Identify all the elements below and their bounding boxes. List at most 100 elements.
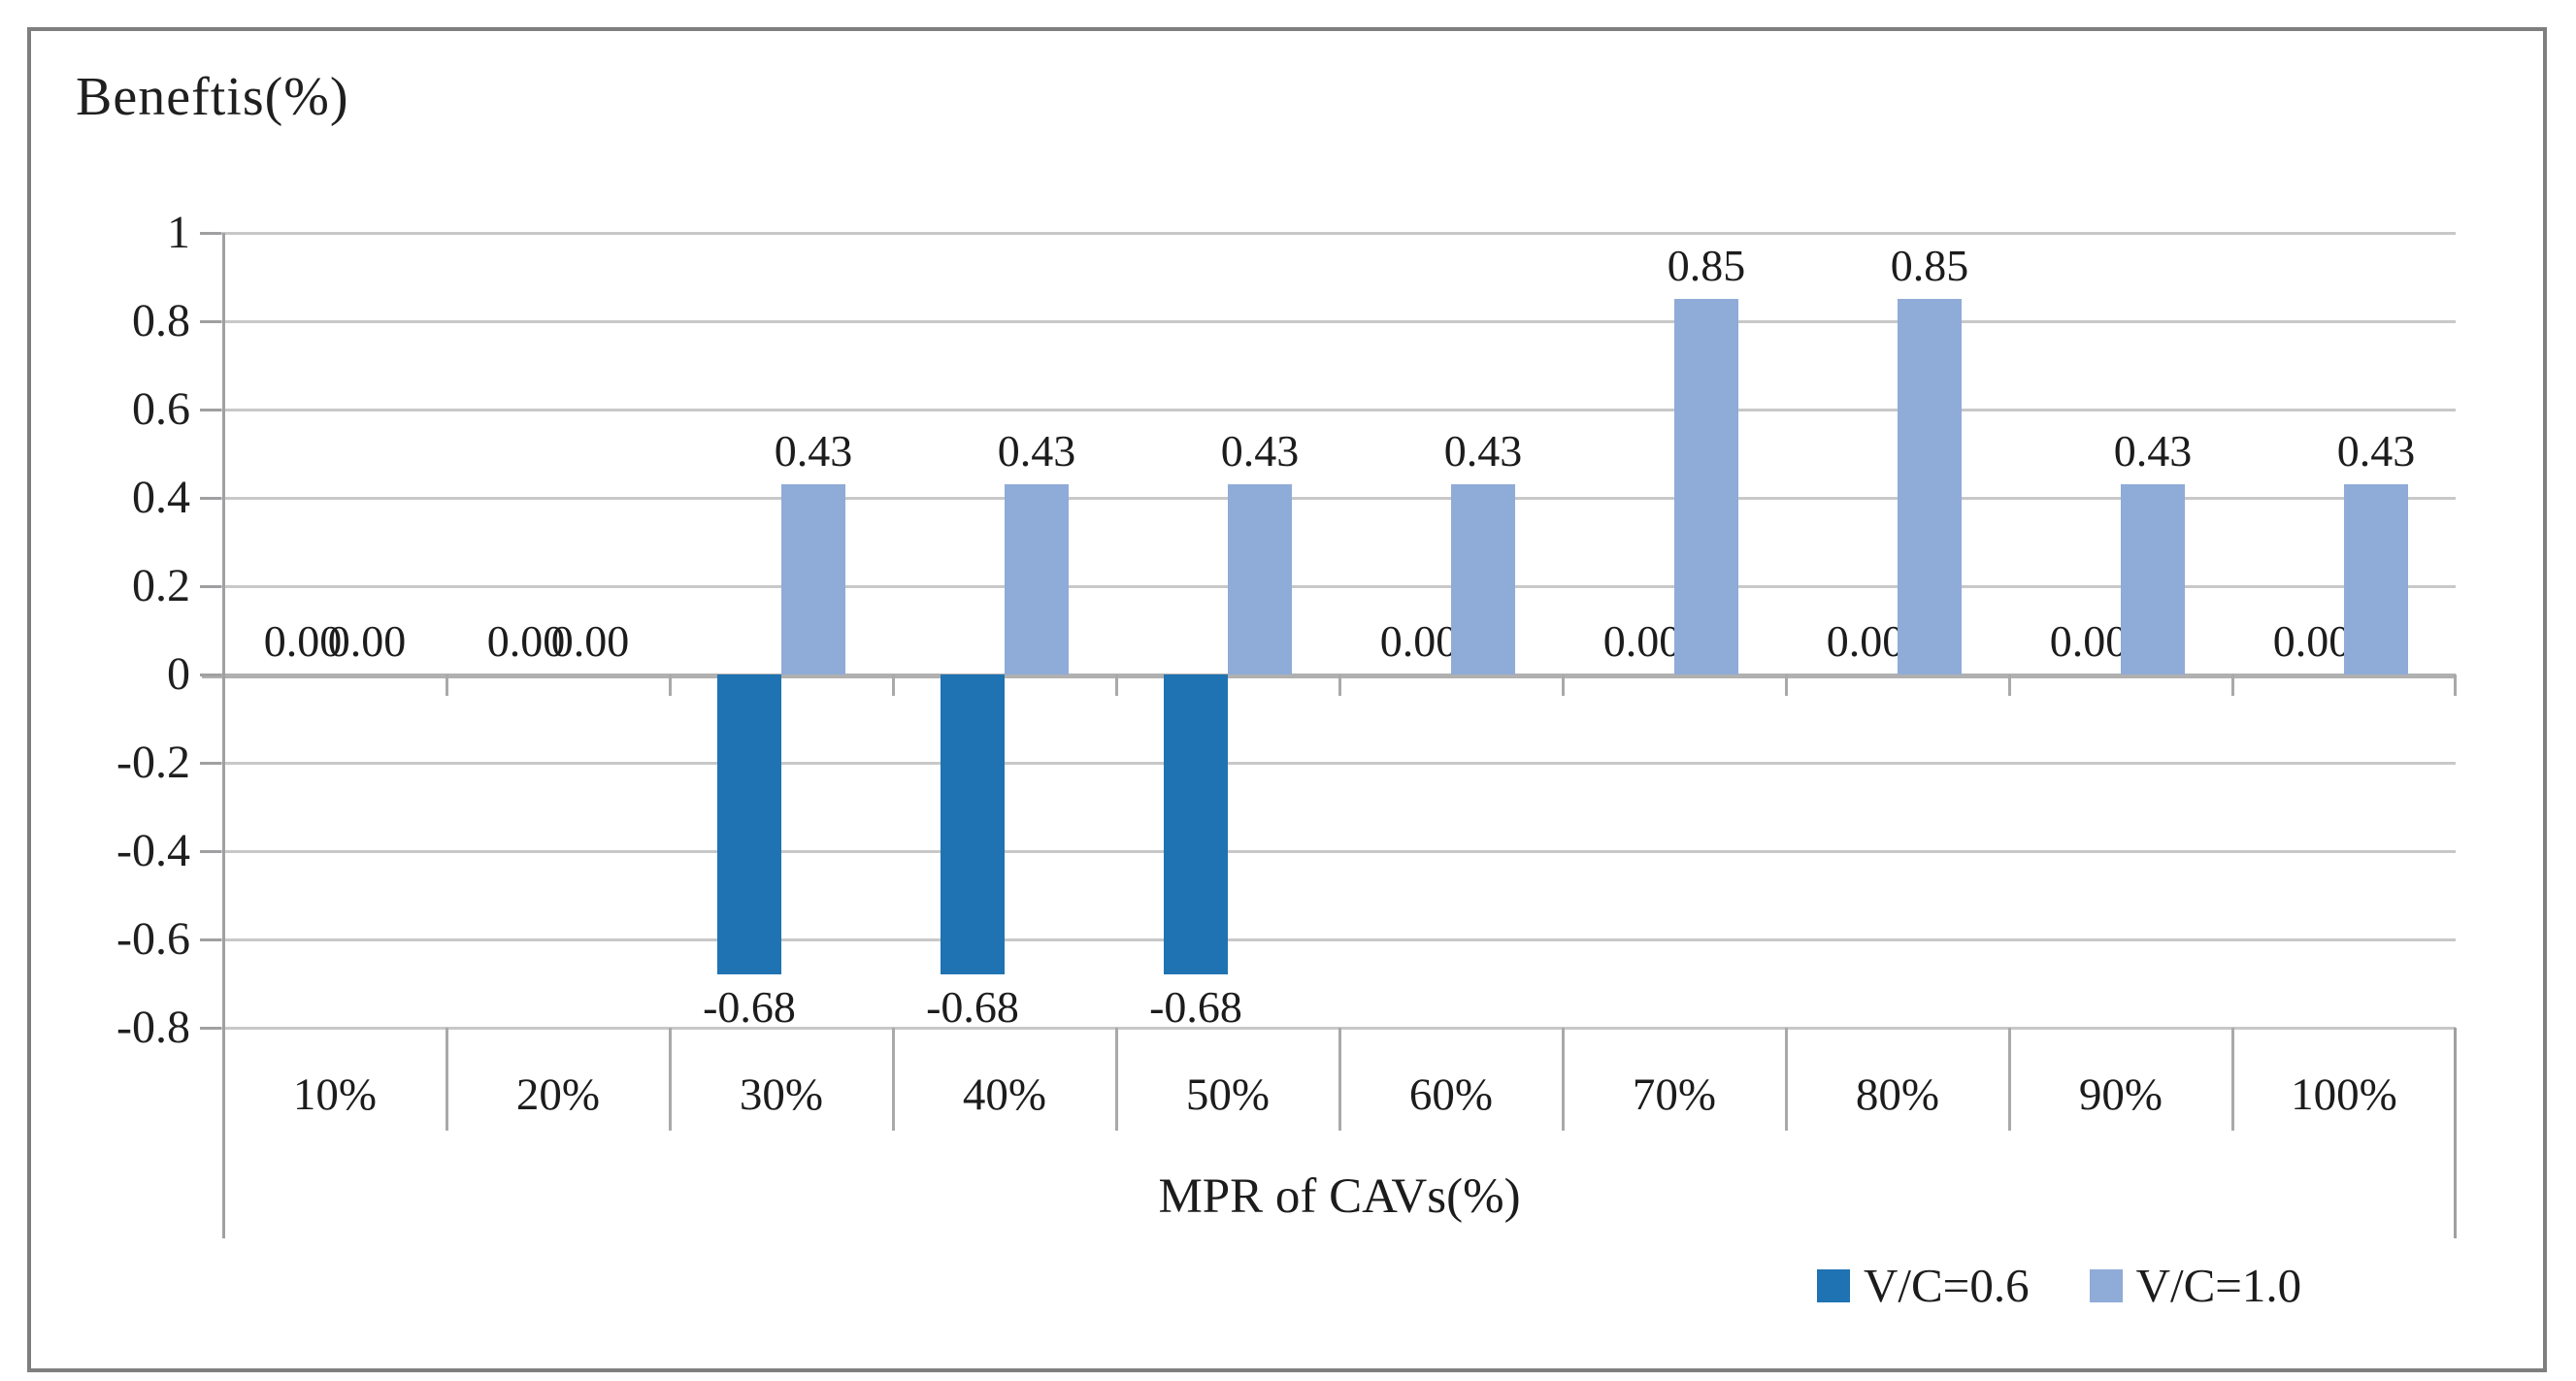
data-label: 0.00 <box>550 616 630 666</box>
y-axis-tick <box>200 320 221 323</box>
x-category-label: 50% <box>1185 1069 1271 1120</box>
legend-swatch-vc10 <box>2089 1268 2123 1302</box>
legend-label-vc10: V/C=1.0 <box>2135 1259 2302 1312</box>
bar-VC0.6-30% <box>717 674 781 975</box>
y-axis-tick <box>200 585 221 588</box>
bar-VC1.0-100% <box>2344 484 2408 674</box>
bar-VC0.6-40% <box>941 674 1005 975</box>
category-axis-tick <box>446 674 448 696</box>
category-axis-tick <box>1338 674 1341 696</box>
legend-swatch-vc06 <box>1817 1268 1850 1302</box>
y-axis-tick <box>200 232 221 235</box>
data-label: 0.00 <box>1826 616 1905 666</box>
bar-VC0.6-50% <box>1164 674 1228 975</box>
x-category-label: 100% <box>2291 1069 2397 1120</box>
gridline <box>202 1027 2456 1030</box>
bar-VC1.0-80% <box>1898 299 1962 674</box>
data-label: 0.43 <box>2336 426 2416 477</box>
bar-VC1.0-60% <box>1451 484 1515 674</box>
y-axis-tick <box>200 1027 221 1030</box>
category-axis-tick <box>2231 674 2234 696</box>
zero-gridline <box>202 674 2456 678</box>
data-label: 0.00 <box>486 616 566 666</box>
category-separator <box>2008 1028 2011 1131</box>
y-tick-label: 0.8 <box>132 295 190 346</box>
y-tick-label: -0.2 <box>116 737 190 788</box>
category-separator <box>1785 1028 1788 1131</box>
y-axis-tick <box>200 674 221 676</box>
y-axis-tick <box>200 850 221 853</box>
data-label: 0.00 <box>2272 616 2352 666</box>
y-axis-tick <box>200 409 221 411</box>
data-label: -0.68 <box>1149 982 1242 1033</box>
data-label: 0.00 <box>2049 616 2129 666</box>
y-tick-label: 0 <box>167 648 190 700</box>
gridline <box>202 320 2456 323</box>
category-axis-tick <box>1115 674 1118 696</box>
gridline <box>202 585 2456 588</box>
gridline <box>202 938 2456 941</box>
data-label: 0.00 <box>1602 616 1682 666</box>
category-axis-tick <box>1785 674 1788 696</box>
data-label: 0.00 <box>327 616 407 666</box>
y-tick-label: 0.6 <box>132 383 190 435</box>
legend-item-vc06: V/C=0.6 <box>1817 1258 2030 1313</box>
category-axis-tick <box>669 674 672 696</box>
y-axis-line <box>222 233 225 1238</box>
bar-VC1.0-70% <box>1674 299 1738 674</box>
x-category-label: 40% <box>962 1069 1047 1120</box>
data-label: 0.43 <box>1443 426 1523 477</box>
y-tick-label: -0.8 <box>116 1002 190 1053</box>
category-separator <box>669 1028 672 1131</box>
x-axis-title: MPR of CAVs(%) <box>1158 1169 1521 1224</box>
y-axis-tick <box>200 762 221 765</box>
category-axis-end-line <box>2454 1028 2457 1238</box>
x-category-label: 70% <box>1632 1069 1717 1120</box>
gridline <box>202 232 2456 235</box>
y-tick-label: -0.4 <box>116 825 190 876</box>
y-tick-label: 1 <box>167 207 190 258</box>
category-separator <box>1338 1028 1341 1131</box>
data-label: 0.43 <box>774 426 853 477</box>
data-label: -0.68 <box>703 982 796 1033</box>
bar-VC1.0-40% <box>1005 484 1069 674</box>
category-separator <box>1562 1028 1565 1131</box>
x-category-label: 90% <box>2078 1069 2163 1120</box>
x-category-label: 10% <box>292 1069 378 1120</box>
data-label: 0.00 <box>263 616 343 666</box>
category-separator <box>2231 1028 2234 1131</box>
gridline <box>202 762 2456 765</box>
y-axis-tick <box>200 938 221 941</box>
category-axis-tick <box>2008 674 2011 696</box>
category-axis-tick <box>2454 674 2457 696</box>
y-tick-label: -0.6 <box>116 913 190 965</box>
category-separator <box>446 1028 448 1131</box>
bar-VC1.0-30% <box>781 484 845 674</box>
data-label: 0.43 <box>1220 426 1300 477</box>
legend-item-vc10: V/C=1.0 <box>2089 1258 2302 1313</box>
gridline <box>202 497 2456 500</box>
gridline <box>202 850 2456 853</box>
data-label: 0.85 <box>1667 241 1746 291</box>
y-tick-label: 0.2 <box>132 560 190 611</box>
category-axis-tick <box>1562 674 1565 696</box>
x-category-label: 60% <box>1408 1069 1494 1120</box>
y-tick-label: 0.4 <box>132 472 190 523</box>
data-label: 0.43 <box>2113 426 2193 477</box>
data-label: 0.43 <box>997 426 1076 477</box>
y-axis-tick <box>200 497 221 500</box>
x-category-label: 30% <box>739 1069 824 1120</box>
category-separator <box>1115 1028 1118 1131</box>
legend: V/C=0.6 V/C=1.0 <box>1817 1258 2301 1313</box>
x-category-label: 80% <box>1855 1069 1940 1120</box>
data-label: -0.68 <box>926 982 1019 1033</box>
gridline <box>202 409 2456 411</box>
x-category-label: 20% <box>515 1069 601 1120</box>
chart-title: Beneftis(%) <box>76 67 349 127</box>
category-axis-tick <box>892 674 895 696</box>
data-label: 0.00 <box>1379 616 1459 666</box>
legend-label-vc06: V/C=0.6 <box>1864 1259 2030 1312</box>
data-label: 0.85 <box>1890 241 1969 291</box>
